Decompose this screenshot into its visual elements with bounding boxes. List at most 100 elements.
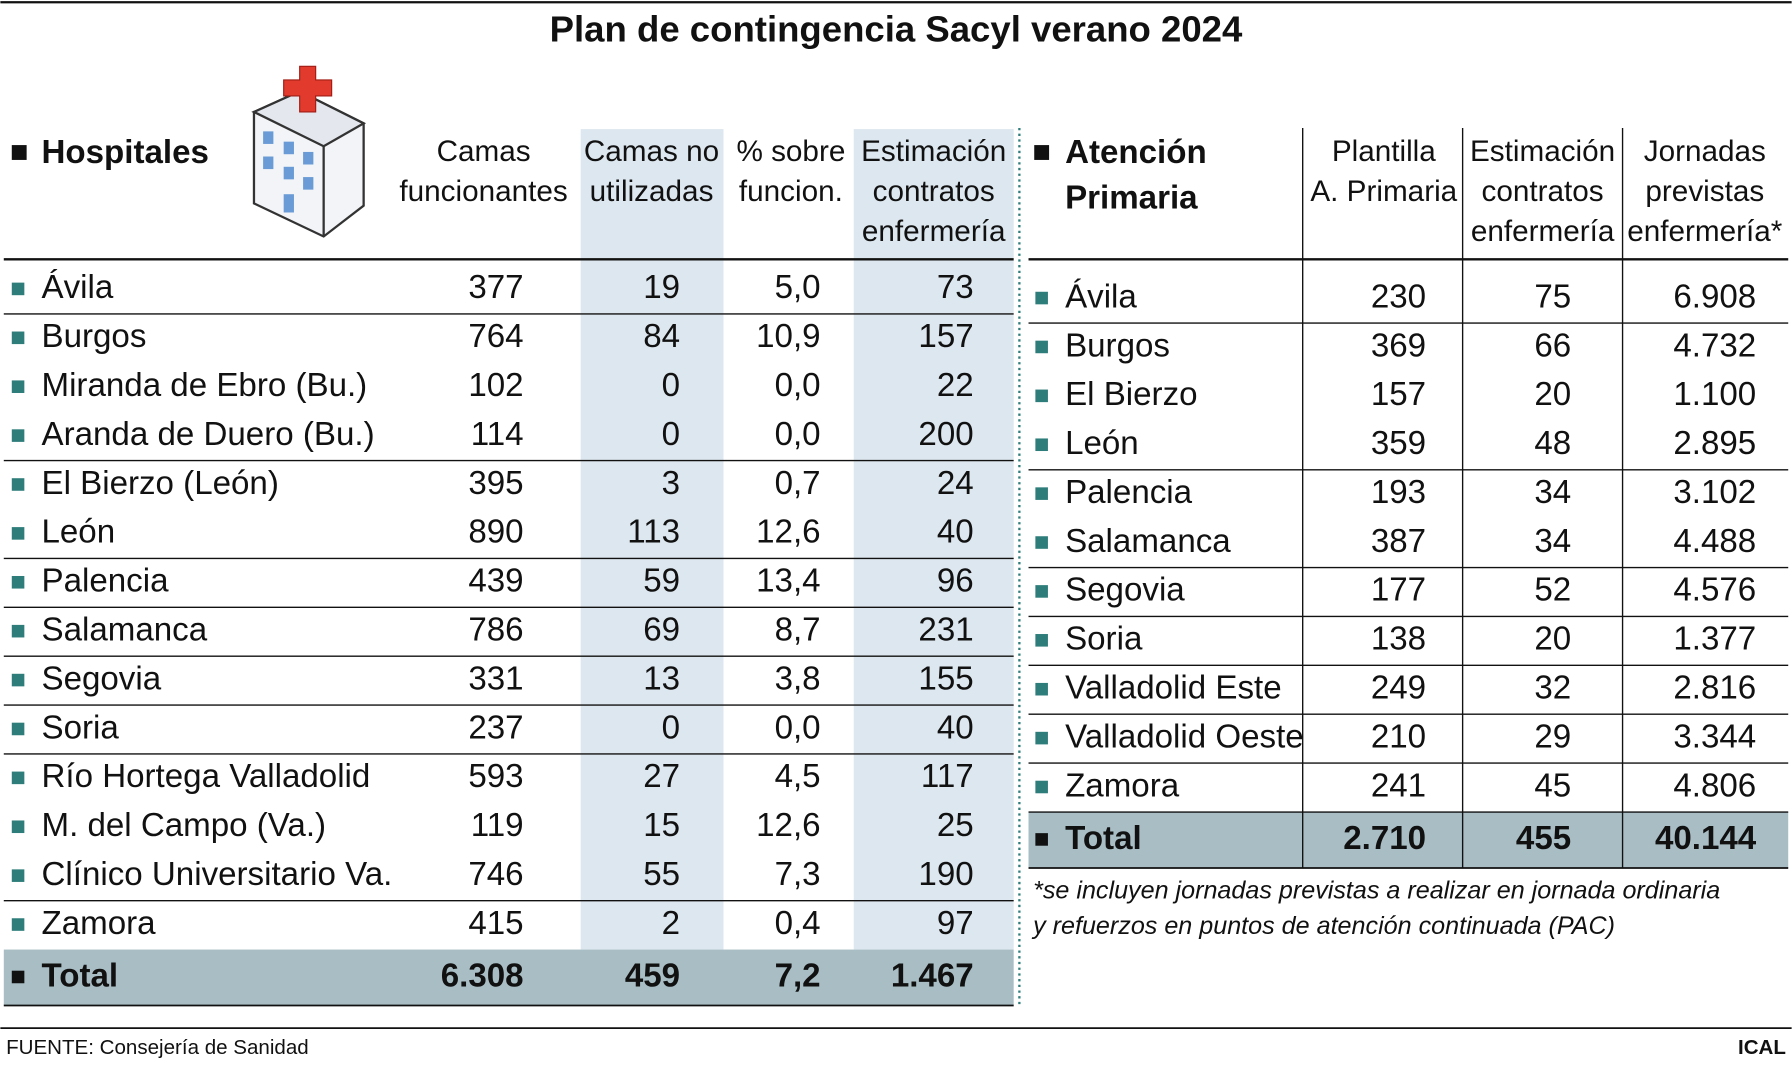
cell: 59 bbox=[643, 563, 680, 600]
cell: 29 bbox=[1534, 718, 1571, 755]
total-cell: 459 bbox=[625, 957, 680, 994]
row-label: Zamora bbox=[41, 905, 156, 942]
bullet bbox=[1035, 682, 1048, 696]
cell: 231 bbox=[918, 611, 973, 648]
row-label: Burgos bbox=[41, 318, 146, 355]
row-label: Soria bbox=[1065, 621, 1143, 658]
row-label: Ávila bbox=[1065, 278, 1137, 315]
row-label: Burgos bbox=[1065, 327, 1170, 364]
bullet bbox=[1035, 536, 1048, 549]
cell: 200 bbox=[918, 416, 973, 453]
cell: 8,7 bbox=[775, 611, 821, 648]
column-header: Camas no bbox=[584, 135, 719, 168]
cell: 0,0 bbox=[775, 416, 821, 453]
cell: 746 bbox=[468, 856, 523, 893]
bullet bbox=[11, 282, 25, 296]
bullet bbox=[11, 722, 25, 736]
cell: 15 bbox=[643, 807, 680, 844]
cell: 230 bbox=[1371, 278, 1426, 315]
bullet bbox=[1035, 780, 1048, 794]
cell: 331 bbox=[468, 660, 523, 697]
row-label: El Bierzo (León) bbox=[41, 465, 278, 502]
bullet bbox=[11, 380, 25, 393]
cell: 2.816 bbox=[1673, 670, 1756, 707]
cell: 12,6 bbox=[756, 807, 820, 844]
total-cell: 6.308 bbox=[441, 957, 524, 994]
cell: 210 bbox=[1371, 718, 1426, 755]
row-label: Valladolid Oeste bbox=[1065, 718, 1304, 755]
cell: 439 bbox=[468, 563, 523, 600]
cell: 193 bbox=[1371, 474, 1426, 511]
row-label: Zamora bbox=[1065, 767, 1180, 804]
row-label: Segovia bbox=[1065, 572, 1185, 609]
total-cell: 7,2 bbox=[775, 957, 821, 994]
cell: 177 bbox=[1371, 572, 1426, 609]
cell: 0 bbox=[662, 367, 680, 404]
column-header: enfermería* bbox=[1627, 215, 1783, 248]
bullet bbox=[1035, 487, 1048, 500]
bullet bbox=[11, 970, 25, 984]
row-label: M. del Campo (Va.) bbox=[41, 807, 326, 844]
cell: 34 bbox=[1534, 523, 1571, 560]
row-label: Segovia bbox=[41, 660, 161, 697]
cell: 48 bbox=[1534, 425, 1571, 462]
bullet bbox=[1035, 634, 1048, 647]
bullet bbox=[1035, 340, 1048, 354]
cell: 12,6 bbox=[756, 514, 820, 551]
shaded-column bbox=[580, 129, 724, 950]
row-label: Palencia bbox=[1065, 474, 1193, 511]
cell: 22 bbox=[937, 367, 974, 404]
cell: 13 bbox=[643, 660, 680, 697]
cell: 4.488 bbox=[1673, 523, 1756, 560]
cell: 415 bbox=[468, 905, 523, 942]
cell: 24 bbox=[937, 465, 974, 502]
bullet bbox=[11, 771, 25, 785]
cell: 4,5 bbox=[775, 758, 821, 795]
cell: 1.377 bbox=[1673, 621, 1756, 658]
column-header: Camas bbox=[437, 135, 531, 168]
cell: 40 bbox=[937, 709, 974, 746]
cell: 34 bbox=[1534, 474, 1571, 511]
cell: 27 bbox=[643, 758, 680, 795]
shaded-column bbox=[853, 129, 1014, 950]
cell: 1.100 bbox=[1673, 376, 1756, 413]
bullet bbox=[1035, 389, 1048, 403]
cell: 155 bbox=[918, 660, 973, 697]
column-header: Estimación bbox=[861, 135, 1006, 168]
bullet bbox=[11, 145, 27, 160]
row-label: El Bierzo bbox=[1065, 376, 1198, 413]
cell: 764 bbox=[468, 318, 523, 355]
cell: 377 bbox=[468, 269, 523, 306]
cell: 119 bbox=[471, 807, 524, 844]
column-header: % sobre bbox=[736, 135, 845, 168]
cell: 69 bbox=[643, 611, 680, 648]
row-label: Miranda de Ebro (Bu.) bbox=[41, 367, 367, 404]
row-label: Ávila bbox=[41, 269, 113, 306]
column-header: enfermería bbox=[1471, 215, 1615, 248]
section-heading: Primaria bbox=[1065, 180, 1198, 217]
bullet bbox=[11, 331, 25, 345]
cell: 786 bbox=[468, 611, 523, 648]
bullet bbox=[11, 527, 25, 540]
cell: 157 bbox=[918, 318, 973, 355]
total-row-bg bbox=[3, 949, 1014, 1006]
cell: 0 bbox=[662, 416, 680, 453]
cell: 3 bbox=[662, 465, 680, 502]
section-heading: Atención bbox=[1065, 134, 1207, 171]
cell: 20 bbox=[1534, 376, 1571, 413]
cell: 237 bbox=[468, 709, 523, 746]
bullet bbox=[1035, 438, 1048, 452]
bullet bbox=[11, 820, 25, 834]
row-label: Clínico Universitario Va. bbox=[41, 856, 392, 893]
bullet bbox=[1035, 731, 1048, 745]
cell: 20 bbox=[1534, 621, 1571, 658]
cell: 3.344 bbox=[1673, 718, 1756, 755]
cell: 114 bbox=[471, 416, 524, 453]
cell: 66 bbox=[1534, 327, 1571, 364]
bullet bbox=[11, 624, 25, 638]
bullet bbox=[11, 918, 25, 931]
total-cell: 2.710 bbox=[1343, 820, 1426, 857]
cell: 593 bbox=[468, 758, 523, 795]
row-label: Valladolid Este bbox=[1065, 670, 1282, 707]
